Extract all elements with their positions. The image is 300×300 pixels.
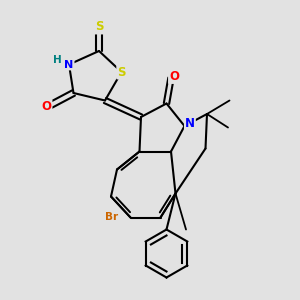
Text: S: S: [117, 65, 126, 79]
Text: N: N: [64, 59, 74, 70]
Text: O: O: [169, 70, 179, 83]
Text: Br: Br: [105, 212, 119, 223]
Text: N: N: [185, 116, 195, 130]
Text: O: O: [41, 100, 52, 113]
Text: S: S: [95, 20, 103, 34]
Text: H: H: [52, 55, 62, 65]
